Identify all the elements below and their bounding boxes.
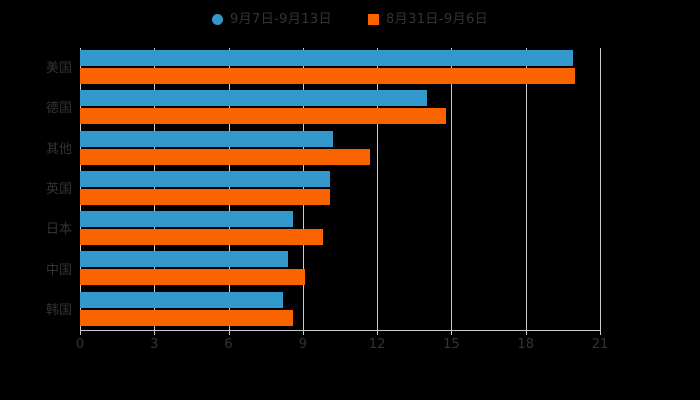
y-axis-category-label: 美国: [45, 61, 72, 77]
x-tick-mark: [525, 330, 527, 335]
bar-segment[interactable]: [80, 269, 306, 286]
legend-item-series-1[interactable]: 9月7日-9月13日: [211, 11, 332, 27]
legend-item-series-2[interactable]: 8月31日-9月6日: [368, 13, 488, 26]
y-axis-category-label: 英国: [45, 182, 72, 197]
plot-area: [80, 48, 601, 330]
y-axis-category-label: 德国: [45, 101, 72, 117]
bar-segment[interactable]: [80, 309, 293, 326]
bar-segment[interactable]: [80, 291, 284, 308]
square-icon: [368, 13, 379, 25]
x-axis-tick-label: 0: [75, 337, 85, 352]
x-axis-tick-label: 18: [517, 337, 534, 352]
x-axis-tick-label: 15: [443, 337, 460, 352]
x-axis-tick-label: 12: [368, 337, 386, 352]
x-tick-mark: [451, 330, 453, 335]
gridline: [600, 48, 601, 330]
bar-segment[interactable]: [80, 170, 331, 187]
bar-segment[interactable]: [80, 148, 370, 165]
bar-segment[interactable]: [80, 50, 573, 66]
chart-legend: 9月7日-9月13日 8月31日-9月6日: [0, 6, 700, 32]
bar-segment[interactable]: [80, 188, 331, 205]
y-axis-category-label: 中国: [45, 262, 72, 278]
bar-segment[interactable]: [80, 211, 293, 228]
bar-segment[interactable]: [80, 68, 576, 84]
x-tick-mark: [228, 330, 230, 335]
bar-segment[interactable]: [80, 108, 447, 125]
bar-group: [80, 129, 600, 169]
gridline: [451, 48, 453, 330]
bar-group: [80, 249, 600, 289]
bar-segment[interactable]: [80, 251, 288, 268]
y-axis-category-label: 韩国: [45, 302, 72, 318]
bar-group: [80, 169, 600, 209]
legend-label-series-2: 8月31日-9月6日: [386, 11, 489, 27]
bar-segment[interactable]: [80, 90, 427, 107]
y-axis-category-label: 其他: [45, 141, 72, 157]
bar-group: [80, 48, 600, 88]
x-tick-mark: [302, 330, 304, 335]
circle-icon: [211, 13, 223, 25]
x-tick-mark: [80, 330, 81, 335]
legend-label-series-1: 9月7日-9月13日: [229, 11, 332, 27]
bar-segment[interactable]: [80, 130, 333, 147]
bar-segment[interactable]: [80, 229, 323, 246]
x-axis-tick-label: 21: [591, 337, 609, 352]
x-axis-tick-label: 3: [150, 337, 159, 352]
gridline: [377, 48, 379, 330]
x-tick-mark: [600, 330, 601, 335]
bar-group: [80, 88, 600, 128]
gridline: [525, 48, 527, 330]
x-tick-mark: [154, 330, 156, 335]
x-axis-tick-label: 6: [224, 337, 233, 352]
y-axis-category-label: 日本: [45, 222, 72, 238]
x-tick-mark: [377, 330, 379, 335]
bar-group: [80, 209, 600, 249]
x-axis-line: [80, 330, 601, 331]
x-axis-tick-label: 9: [298, 337, 307, 352]
bar-group: [80, 290, 600, 330]
